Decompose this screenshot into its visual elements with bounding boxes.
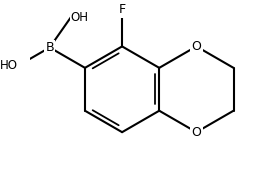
Text: OH: OH — [70, 11, 89, 24]
Text: HO: HO — [0, 59, 18, 72]
Text: O: O — [192, 126, 201, 139]
Text: O: O — [192, 40, 201, 53]
Text: B: B — [45, 41, 54, 54]
Text: F: F — [118, 3, 126, 16]
